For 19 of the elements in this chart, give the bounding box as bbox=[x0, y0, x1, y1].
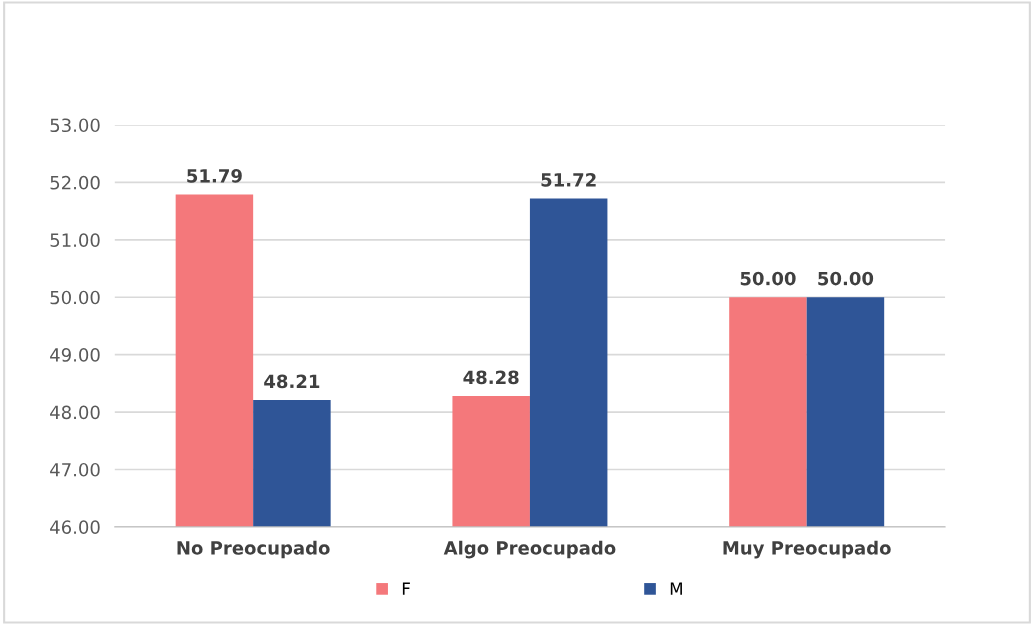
legend-label: M bbox=[670, 582, 682, 595]
data-label: 48.21 bbox=[264, 374, 320, 389]
y-tick-label: 48.00 bbox=[50, 405, 100, 420]
y-tick-label: 47.00 bbox=[50, 462, 100, 477]
data-label: 50.00 bbox=[740, 271, 796, 286]
data-label: 51.72 bbox=[541, 173, 596, 187]
data-label: 51.79 bbox=[187, 168, 242, 183]
data-label: 48.28 bbox=[463, 370, 519, 385]
y-tick-label: 53.00 bbox=[50, 118, 100, 133]
y-tick-label: 52.00 bbox=[50, 175, 100, 190]
x-tick-label: Algo Preocupado bbox=[443, 540, 616, 559]
x-tick-label: Muy Preocupado bbox=[723, 540, 891, 559]
legend-label: F bbox=[402, 582, 410, 595]
y-tick-label: 46.00 bbox=[50, 520, 100, 534]
y-tick-label: 51.00 bbox=[50, 233, 100, 247]
x-tick-label: No Preocupado bbox=[177, 540, 330, 559]
y-tick-label: 50.00 bbox=[50, 290, 100, 305]
y-tick-label: 49.00 bbox=[50, 348, 100, 362]
data-label: 50.00 bbox=[818, 271, 874, 286]
